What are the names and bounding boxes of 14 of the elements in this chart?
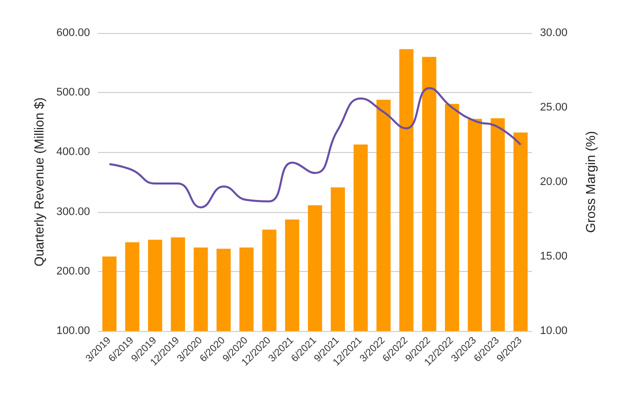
y-axis-title: Quarterly Revenue (Million $) <box>31 97 46 267</box>
y-tick-label: 600.00 <box>56 27 90 39</box>
y-tick-label: 200.00 <box>56 265 90 278</box>
y-tick-label: 400.00 <box>56 146 90 158</box>
y2-axis-title: Gross Margin (%) <box>583 131 598 233</box>
y-tick-label: 300.00 <box>56 206 90 218</box>
line-series <box>108 87 522 208</box>
y2-tick-label: 10.00 <box>540 325 568 337</box>
y-tick-label: 100.00 <box>56 325 90 337</box>
y2-tick-label: 15.00 <box>540 250 568 262</box>
y-tick-label: 500.00 <box>56 86 90 99</box>
y2-tick-label: 30.00 <box>540 27 568 39</box>
y2-tick-label: 20.00 <box>540 176 568 188</box>
y2-tick-label: 25.00 <box>540 102 568 114</box>
